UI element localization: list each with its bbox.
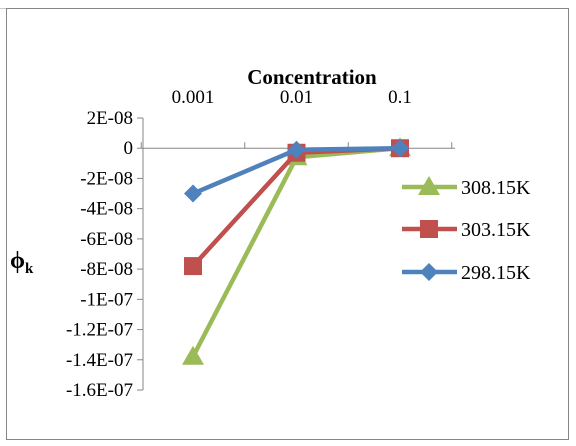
x-tick-label: 0.01	[280, 87, 313, 108]
data-point	[184, 257, 202, 276]
y-tick-label: -1.4E-07	[66, 350, 133, 371]
y-axis-label-main: ϕ	[10, 248, 25, 274]
y-tick-label: -8E-08	[80, 259, 133, 280]
y-tick-label: -4E-08	[80, 199, 133, 220]
y-ticks: 2E-08 0 -2E-08 -4E-08 -6E-08 -8E-08 -1E-07 -1.2…	[66, 108, 143, 401]
y-tick-label: 2E-08	[87, 108, 133, 129]
legend-entry: 298.15K	[402, 262, 531, 284]
legend-marker	[420, 263, 438, 281]
series-2	[184, 139, 409, 203]
data-point	[391, 139, 409, 158]
y-tick-label: -2E-08	[80, 168, 133, 189]
y-tick-label: -1.6E-07	[66, 380, 133, 401]
legend-marker	[418, 176, 440, 195]
y-axis-label: ϕk	[10, 248, 34, 277]
legend: 308.15K 303.15K 298.15K	[402, 176, 531, 284]
y-tick-label: -6E-08	[80, 229, 133, 250]
y-tick-label: 0	[124, 138, 134, 159]
series-layer	[182, 137, 411, 365]
y-tick-label: -1.2E-07	[66, 320, 133, 341]
legend-label: 298.15K	[461, 262, 531, 284]
chart-title: Concentration	[247, 65, 377, 89]
data-point	[182, 345, 204, 365]
legend-marker	[420, 220, 438, 238]
legend-label: 308.15K	[461, 177, 531, 199]
chart-border	[6, 8, 569, 440]
y-axis-label-sub: k	[25, 261, 34, 277]
x-ticks: 0.001 0.01 0.1	[140, 87, 453, 149]
x-tick-label: 0.001	[172, 87, 215, 108]
legend-label: 303.15K	[461, 219, 531, 241]
legend-entry: 303.15K	[402, 219, 531, 241]
x-tick-label: 0.1	[388, 87, 412, 108]
data-point	[287, 140, 306, 159]
data-point	[184, 184, 202, 203]
y-tick-label: -1E-07	[80, 289, 133, 310]
legend-entry: 308.15K	[402, 176, 531, 199]
